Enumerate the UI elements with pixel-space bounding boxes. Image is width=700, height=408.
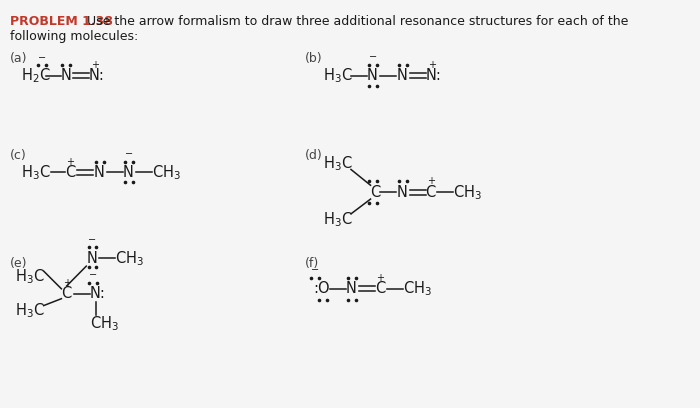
Text: −: − [125, 149, 133, 159]
Text: (f): (f) [304, 257, 319, 270]
Text: +: + [428, 60, 436, 70]
Text: C: C [375, 282, 385, 296]
Text: CH$_3$: CH$_3$ [90, 314, 119, 333]
Text: N: N [396, 68, 407, 83]
Text: +: + [91, 60, 99, 70]
Text: CH$_3$: CH$_3$ [152, 163, 181, 182]
Text: N:: N: [90, 286, 106, 301]
Text: PROBLEM 1.38: PROBLEM 1.38 [10, 15, 113, 28]
Text: H$_3$C: H$_3$C [323, 67, 352, 85]
Text: −: − [38, 53, 46, 63]
Text: +: + [377, 273, 384, 283]
Text: (a): (a) [10, 52, 27, 65]
Text: H$_3$C: H$_3$C [323, 211, 352, 229]
Text: H$_2$C: H$_2$C [20, 67, 50, 85]
Text: −: − [312, 265, 319, 275]
Text: N:: N: [426, 68, 442, 83]
Text: N: N [396, 185, 407, 200]
Text: +: + [63, 278, 71, 288]
Text: N: N [86, 251, 97, 266]
Text: H$_3$C: H$_3$C [15, 268, 45, 286]
Text: :O: :O [314, 282, 330, 296]
Text: N: N [122, 165, 134, 180]
Text: −: − [369, 52, 377, 62]
Text: C: C [65, 165, 75, 180]
Text: CH$_3$: CH$_3$ [453, 183, 482, 202]
Text: −: − [90, 270, 97, 280]
Text: CH$_3$: CH$_3$ [402, 279, 431, 298]
Text: H$_3$C: H$_3$C [15, 301, 45, 320]
Text: (b): (b) [304, 52, 323, 65]
Text: +: + [66, 157, 74, 166]
Text: C: C [62, 286, 71, 301]
Text: H$_3$C: H$_3$C [323, 154, 352, 173]
Text: N: N [60, 68, 71, 83]
Text: CH$_3$: CH$_3$ [115, 249, 144, 268]
Text: N: N [367, 68, 378, 83]
Text: (c): (c) [10, 149, 27, 162]
Text: −: − [88, 235, 97, 244]
Text: N: N [346, 282, 356, 296]
Text: C: C [370, 185, 381, 200]
Text: N: N [93, 165, 104, 180]
Text: N:: N: [89, 68, 105, 83]
Text: H$_3$C: H$_3$C [20, 163, 50, 182]
Text: following molecules:: following molecules: [10, 31, 138, 43]
Text: +: + [427, 176, 435, 186]
Text: (d): (d) [304, 149, 323, 162]
Text: Use the arrow formalism to draw three additional resonance structures for each o: Use the arrow formalism to draw three ad… [83, 15, 628, 28]
Text: C: C [426, 185, 436, 200]
Text: (e): (e) [10, 257, 27, 270]
